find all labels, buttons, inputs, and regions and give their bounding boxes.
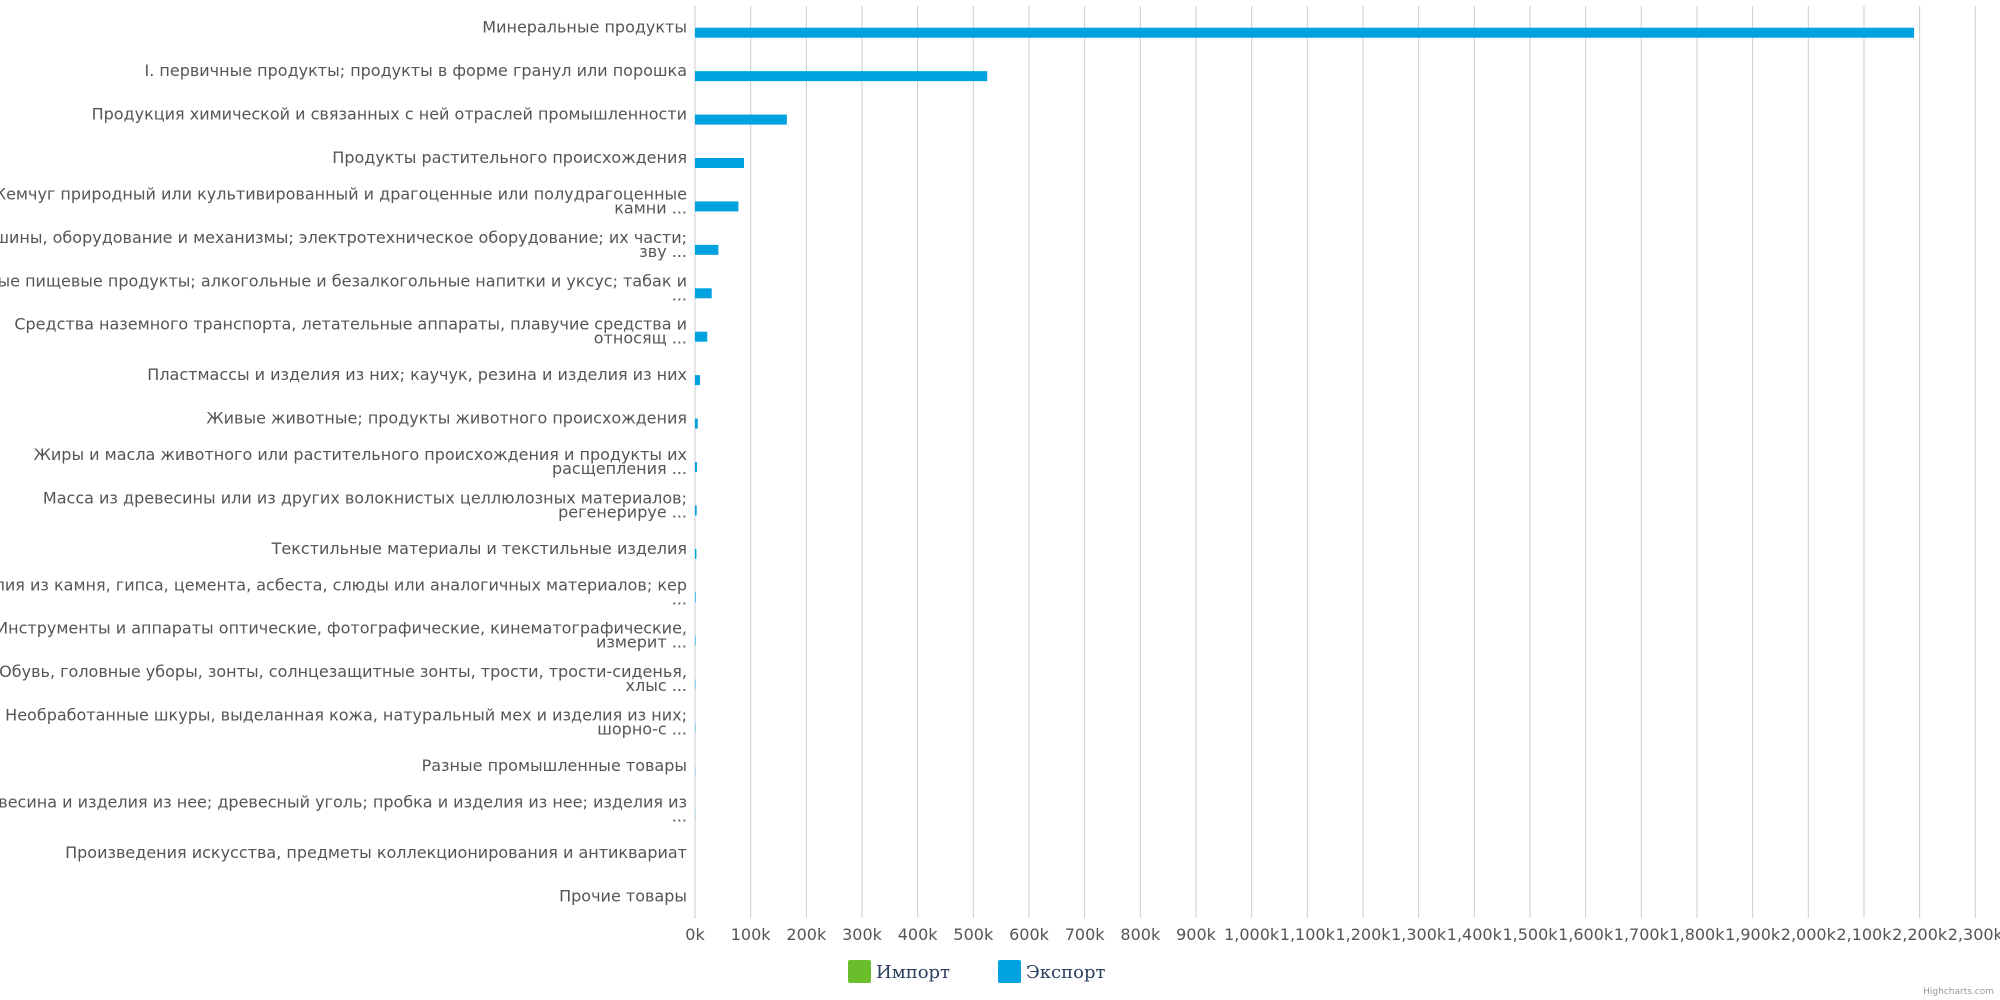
category-label: Продукция химической и связанных с ней о… xyxy=(92,105,687,124)
category-label: Обувь, головные уборы, зонты, солнцезащи… xyxy=(0,662,687,695)
y-axis-labels: Минеральные продукты I. первичные продукт… xyxy=(0,18,687,906)
category-label: Продукты растительного происхождения xyxy=(332,148,687,167)
bar-export[interactable] xyxy=(695,635,696,646)
category-label: Текстильные материалы и текстильные изде… xyxy=(271,539,687,558)
x-tick-label: 1,700k xyxy=(1614,925,1670,944)
category-label: Масса из древесины или из других волокни… xyxy=(43,488,687,521)
x-tick-label: 1,500k xyxy=(1502,925,1558,944)
credits[interactable]: Highcharts.com xyxy=(1923,987,1994,997)
x-tick-label: 400k xyxy=(898,925,939,944)
x-tick-label: 300k xyxy=(842,925,883,944)
legend-swatch-export xyxy=(998,960,1021,983)
category-label: Жемчуг природный или культивированный и … xyxy=(0,184,687,217)
gridlines xyxy=(694,5,1976,919)
bar-export[interactable] xyxy=(695,331,708,342)
x-tick-label: 1,000k xyxy=(1224,925,1280,944)
bar-export[interactable] xyxy=(695,592,696,603)
x-tick-label: 1,800k xyxy=(1669,925,1725,944)
bar-export[interactable] xyxy=(695,505,697,516)
x-tick-label: 1,900k xyxy=(1725,925,1781,944)
category-label: Древесина и изделия из нее; древесный уг… xyxy=(0,792,687,825)
x-tick-label: 1,100k xyxy=(1280,925,1336,944)
category-label: Произведения искусства, предметы коллекц… xyxy=(65,843,687,862)
bar-export[interactable] xyxy=(695,462,697,472)
x-tick-label: 0k xyxy=(685,925,705,944)
legend-item-export[interactable]: Экспорт xyxy=(998,960,1105,983)
x-tick-label: 800k xyxy=(1120,925,1161,944)
category-label: Машины, оборудование и механизмы; электр… xyxy=(0,228,687,261)
x-tick-label: 2,300k xyxy=(1948,925,2000,944)
category-label: Средства наземного транспорта, летательн… xyxy=(14,315,687,348)
bar-export[interactable] xyxy=(695,114,787,125)
category-label: Минеральные продукты xyxy=(482,18,687,37)
bar-export[interactable] xyxy=(695,375,701,386)
x-tick-label: 1,200k xyxy=(1335,925,1391,944)
x-tick-label: 1,400k xyxy=(1447,925,1503,944)
x-tick-label: 100k xyxy=(731,925,772,944)
x-tick-label: 2,200k xyxy=(1892,925,1948,944)
x-tick-label: 1,300k xyxy=(1391,925,1447,944)
category-label: Прочие товары xyxy=(559,886,687,905)
legend-item-import[interactable]: Импорт xyxy=(848,960,950,983)
category-label: I. первичные продукты; продукты в форме … xyxy=(145,61,688,80)
category-label: Необработанные шкуры, выделанная кожа, н… xyxy=(5,706,687,739)
bar-export[interactable] xyxy=(695,288,712,299)
x-tick-label: 700k xyxy=(1065,925,1106,944)
bar-export[interactable] xyxy=(695,71,988,82)
category-label: Пластмассы и изделия из них; каучук, рез… xyxy=(147,365,687,384)
bar-export[interactable] xyxy=(695,244,719,255)
category-label: Изделия из камня, гипса, цемента, асбест… xyxy=(0,575,687,608)
category-label: Живые животные; продукты животного проис… xyxy=(206,409,687,428)
x-tick-label: 2,000k xyxy=(1781,925,1837,944)
bar-export[interactable] xyxy=(695,158,744,168)
legend-swatch-import xyxy=(848,960,871,983)
legend-label-import: Импорт xyxy=(876,962,950,983)
x-tick-label: 1,600k xyxy=(1558,925,1614,944)
category-label: Инструменты и аппараты оптические, фотог… xyxy=(0,619,687,652)
bar-export[interactable] xyxy=(695,418,698,429)
legend-label-export: Экспорт xyxy=(1026,962,1105,983)
x-axis-tick-labels: 0k 100k 200k 300k 400k 500k 600k 700k 800k 900k 1,… xyxy=(685,925,2000,944)
x-tick-label: 200k xyxy=(786,925,827,944)
category-label: Готовые пищевые продукты; алкогольные и … xyxy=(0,271,687,304)
bar-export[interactable] xyxy=(695,27,1915,38)
bar-export[interactable] xyxy=(695,548,697,559)
bar-export[interactable] xyxy=(695,201,739,212)
legend: Импорт Экспорт xyxy=(848,960,1105,983)
x-tick-label: 900k xyxy=(1176,925,1217,944)
x-tick-label: 500k xyxy=(953,925,994,944)
x-tick-label: 2,100k xyxy=(1836,925,1892,944)
category-label: Разные промышленные товары xyxy=(422,756,687,775)
x-tick-label: 600k xyxy=(1009,925,1050,944)
category-label: Жиры и масла животного или растительного… xyxy=(34,445,687,478)
bars xyxy=(695,27,1915,907)
